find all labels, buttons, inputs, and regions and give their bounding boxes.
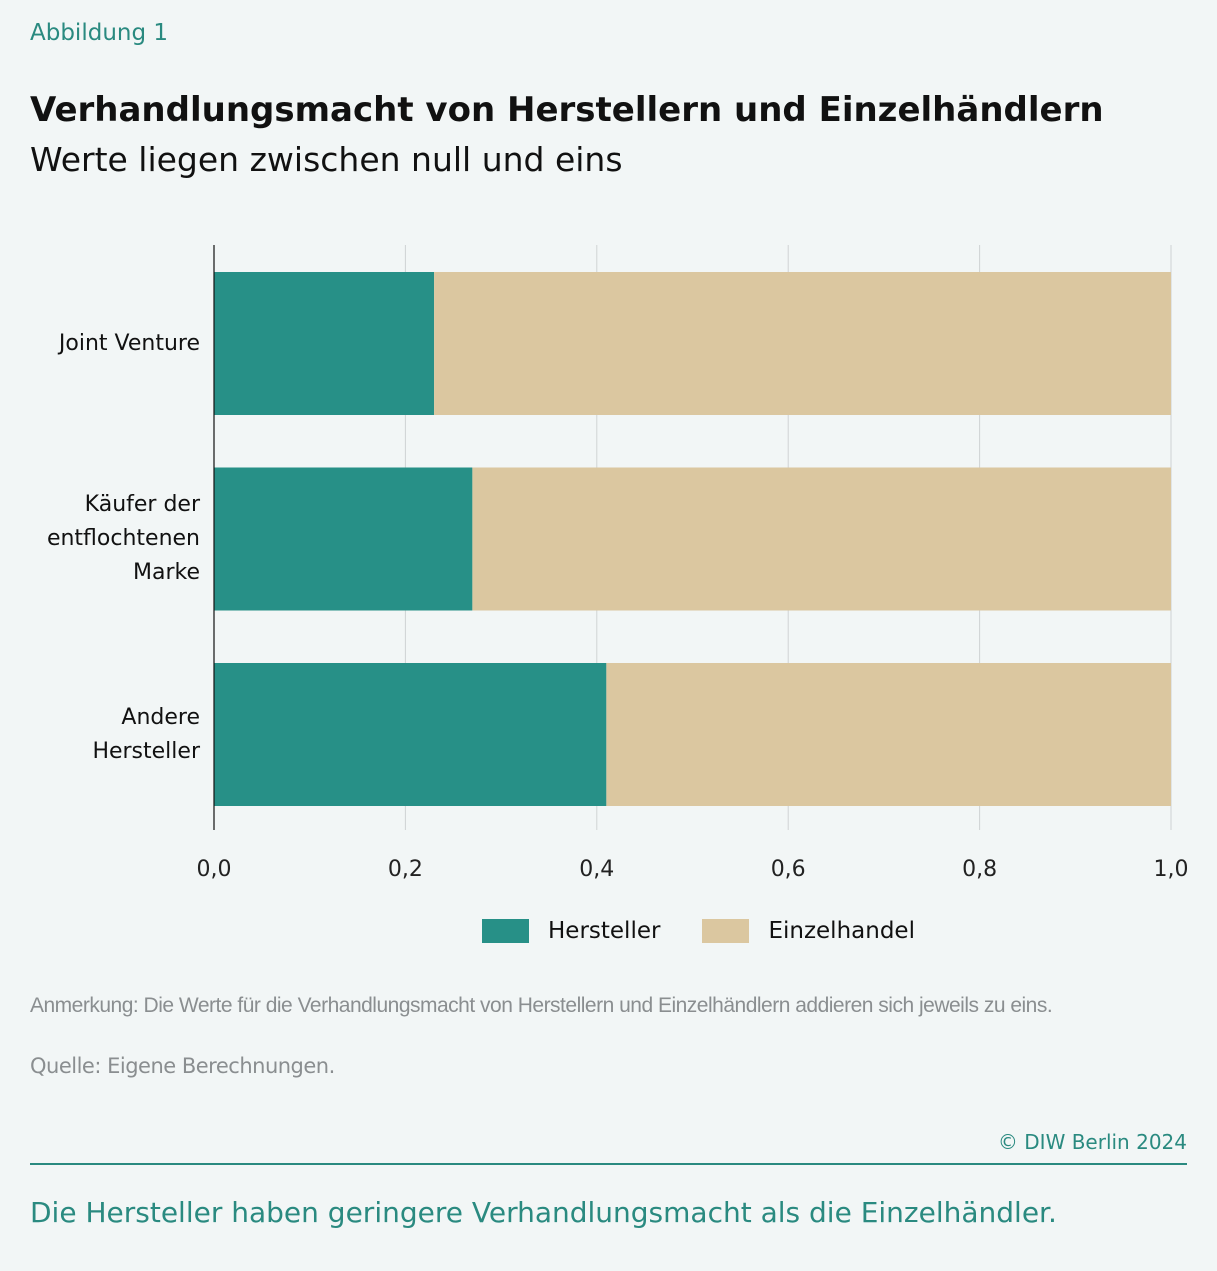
bar-segment xyxy=(434,272,1171,415)
bar-segment xyxy=(214,663,607,806)
source: Quelle: Eigene Berechnungen. xyxy=(30,1054,335,1078)
divider xyxy=(30,1163,1187,1165)
legend-label: Einzelhandel xyxy=(768,918,915,944)
bar-segment xyxy=(214,467,473,611)
bar-segment xyxy=(472,467,1171,611)
x-tick-label: 0,0 xyxy=(197,857,232,882)
y-tick-label: Andere Hersteller xyxy=(92,704,200,764)
legend-swatch xyxy=(702,919,750,943)
legend-label: Hersteller xyxy=(548,918,661,944)
bar-segment xyxy=(214,272,435,415)
legend-swatch xyxy=(482,919,529,943)
caption: Die Hersteller haben geringere Verhandlu… xyxy=(30,1196,1057,1229)
y-tick-label: Joint Venture xyxy=(58,330,200,356)
x-tick-label: 0,8 xyxy=(962,857,997,882)
figure-label: Abbildung 1 xyxy=(30,20,169,46)
chart-title: Verhandlungsmacht von Herstellern und Ei… xyxy=(30,90,1104,130)
x-tick-label: 0,2 xyxy=(388,857,423,882)
copyright: © DIW Berlin 2024 xyxy=(997,1130,1187,1154)
x-tick-label: 0,4 xyxy=(579,857,614,882)
x-tick-label: 0,6 xyxy=(771,857,806,882)
x-tick-label: 1,0 xyxy=(1154,857,1189,882)
chart-subtitle: Werte liegen zwischen null und eins xyxy=(30,140,623,179)
legend-item: Einzelhandel xyxy=(702,918,915,944)
chart: 0,0 0,2 0,4 0,6 0,8 1,0 xyxy=(197,245,1189,882)
legend: Hersteller Einzelhandel xyxy=(482,918,957,944)
y-tick-label: Käufer der entflochtenen Marke xyxy=(46,492,200,585)
legend-item: Hersteller xyxy=(482,918,660,944)
note: Anmerkung: Die Werte für die Verhandlung… xyxy=(30,994,1053,1017)
bar-segment xyxy=(606,663,1171,806)
